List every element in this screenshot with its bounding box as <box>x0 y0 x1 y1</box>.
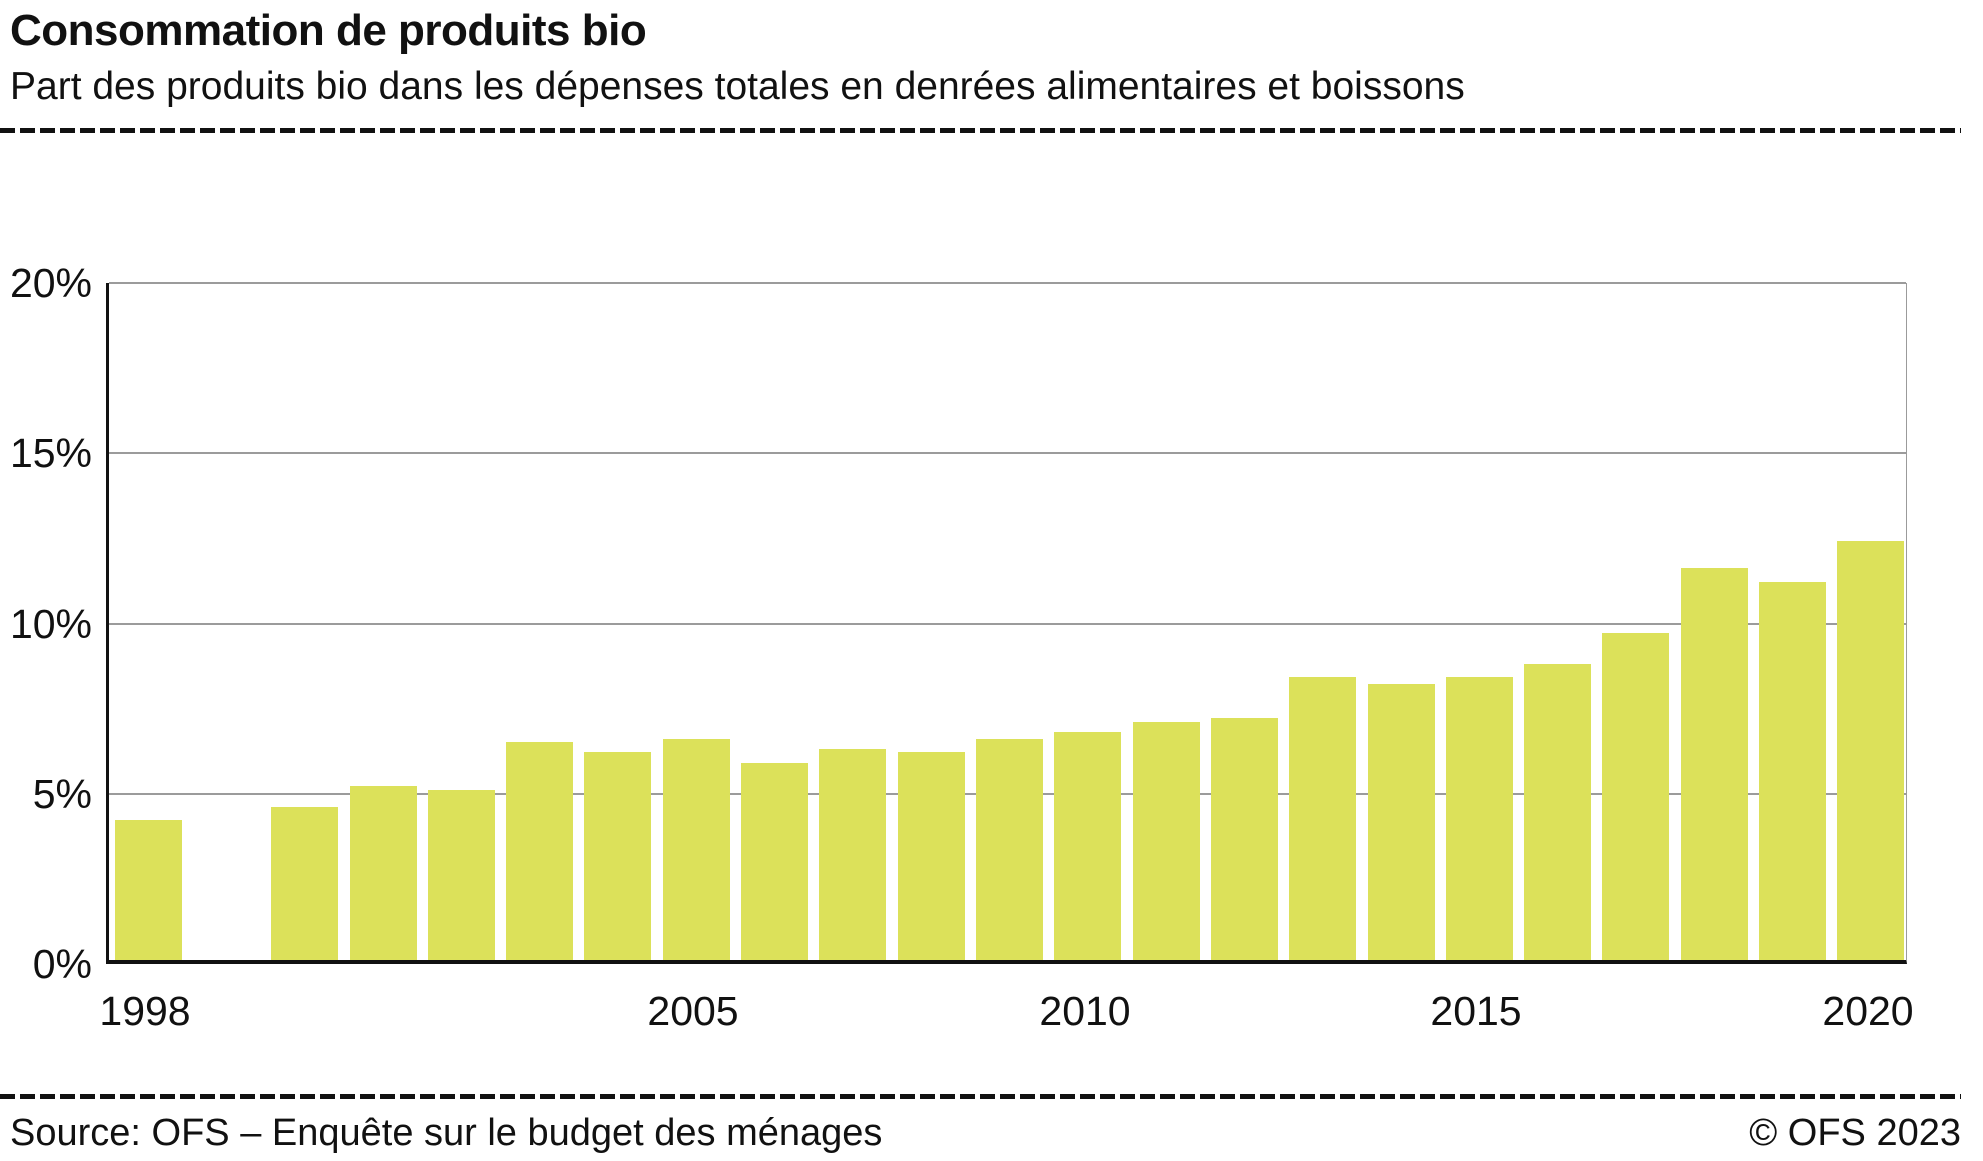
bar-2007 <box>819 749 886 960</box>
bar-2019 <box>1759 582 1826 960</box>
bar-2020 <box>1837 541 1904 960</box>
bar-2000 <box>271 807 338 960</box>
bar-2008 <box>898 752 965 960</box>
chart-title: Consommation de produits bio <box>10 6 647 55</box>
y-tick-label-15: 15% <box>9 430 92 476</box>
y-tick-label-10: 10% <box>9 601 92 647</box>
top-divider <box>0 128 1961 133</box>
gridline-20 <box>109 282 1906 284</box>
bar-2004 <box>584 752 651 960</box>
x-tick-label-2020: 2020 <box>1822 988 1914 1034</box>
bar-2006 <box>741 763 808 960</box>
gridline-15 <box>109 452 1906 455</box>
bar-2012 <box>1211 718 1278 960</box>
bar-2017 <box>1602 633 1669 960</box>
copyright-note: © OFS 2023 <box>1749 1112 1961 1154</box>
y-tick-label-5: 5% <box>32 771 92 817</box>
bar-2009 <box>976 739 1043 960</box>
bar-2010 <box>1054 732 1121 960</box>
chart-area: 0% 5% 10% 15% 20% 1998 2005 2010 2015 2020 <box>0 140 1983 1080</box>
x-tick-label-2010: 2010 <box>1039 988 1131 1034</box>
x-tick-label-1998: 1998 <box>99 988 191 1034</box>
chart-header: Consommation de produits bio Part des pr… <box>10 6 1961 109</box>
x-tick-label-2005: 2005 <box>647 988 739 1034</box>
y-tick-label-0: 0% <box>32 941 92 987</box>
bar-2013 <box>1289 677 1356 960</box>
bar-2018 <box>1681 568 1748 960</box>
bar-2001 <box>350 786 417 960</box>
footer: Source: OFS – Enquête sur le budget des … <box>10 1112 1961 1155</box>
bar-2016 <box>1524 664 1591 960</box>
bar-2002 <box>428 790 495 960</box>
plot-area <box>106 282 1907 964</box>
bar-2011 <box>1133 722 1200 960</box>
y-tick-label-20: 20% <box>9 260 92 306</box>
bar-2003 <box>506 742 573 960</box>
chart-subtitle: Part des produits bio dans les dépenses … <box>10 64 1465 108</box>
bar-1998 <box>115 820 182 960</box>
bar-2015 <box>1446 677 1513 960</box>
gridline-10 <box>109 622 1906 625</box>
bar-2005 <box>663 739 730 960</box>
x-tick-label-2015: 2015 <box>1430 988 1522 1034</box>
source-note: Source: OFS – Enquête sur le budget des … <box>10 1112 883 1154</box>
bar-2014 <box>1368 684 1435 960</box>
bottom-divider <box>0 1094 1961 1099</box>
